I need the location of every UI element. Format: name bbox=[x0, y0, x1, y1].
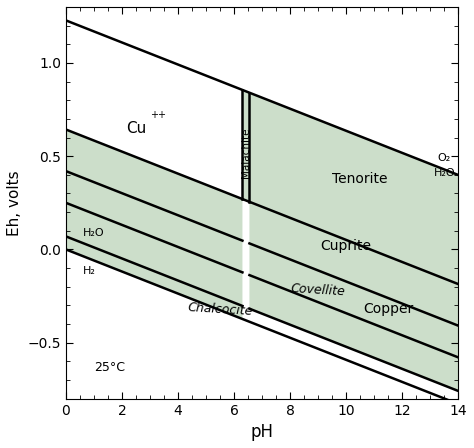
Y-axis label: Eh, volts: Eh, volts bbox=[7, 170, 22, 236]
Polygon shape bbox=[242, 90, 249, 202]
Text: Chalcocite: Chalcocite bbox=[187, 301, 253, 318]
X-axis label: pH: pH bbox=[251, 423, 273, 441]
Text: ++: ++ bbox=[150, 110, 166, 120]
Polygon shape bbox=[249, 202, 458, 326]
Text: H₂O: H₂O bbox=[82, 228, 104, 238]
Text: H₂O: H₂O bbox=[433, 168, 455, 178]
Polygon shape bbox=[249, 93, 458, 284]
Text: Cu: Cu bbox=[126, 121, 146, 136]
Text: 25°C: 25°C bbox=[94, 362, 125, 375]
Text: O₂: O₂ bbox=[438, 153, 451, 163]
Text: Malachite: Malachite bbox=[241, 127, 251, 178]
Polygon shape bbox=[249, 243, 458, 358]
Text: Cuprite: Cuprite bbox=[320, 239, 372, 253]
Text: Covellite: Covellite bbox=[291, 282, 346, 299]
Polygon shape bbox=[249, 275, 458, 391]
Text: Tenorite: Tenorite bbox=[332, 172, 388, 185]
Text: Copper: Copper bbox=[363, 302, 413, 316]
Text: H₂: H₂ bbox=[82, 266, 96, 276]
Polygon shape bbox=[66, 129, 242, 319]
